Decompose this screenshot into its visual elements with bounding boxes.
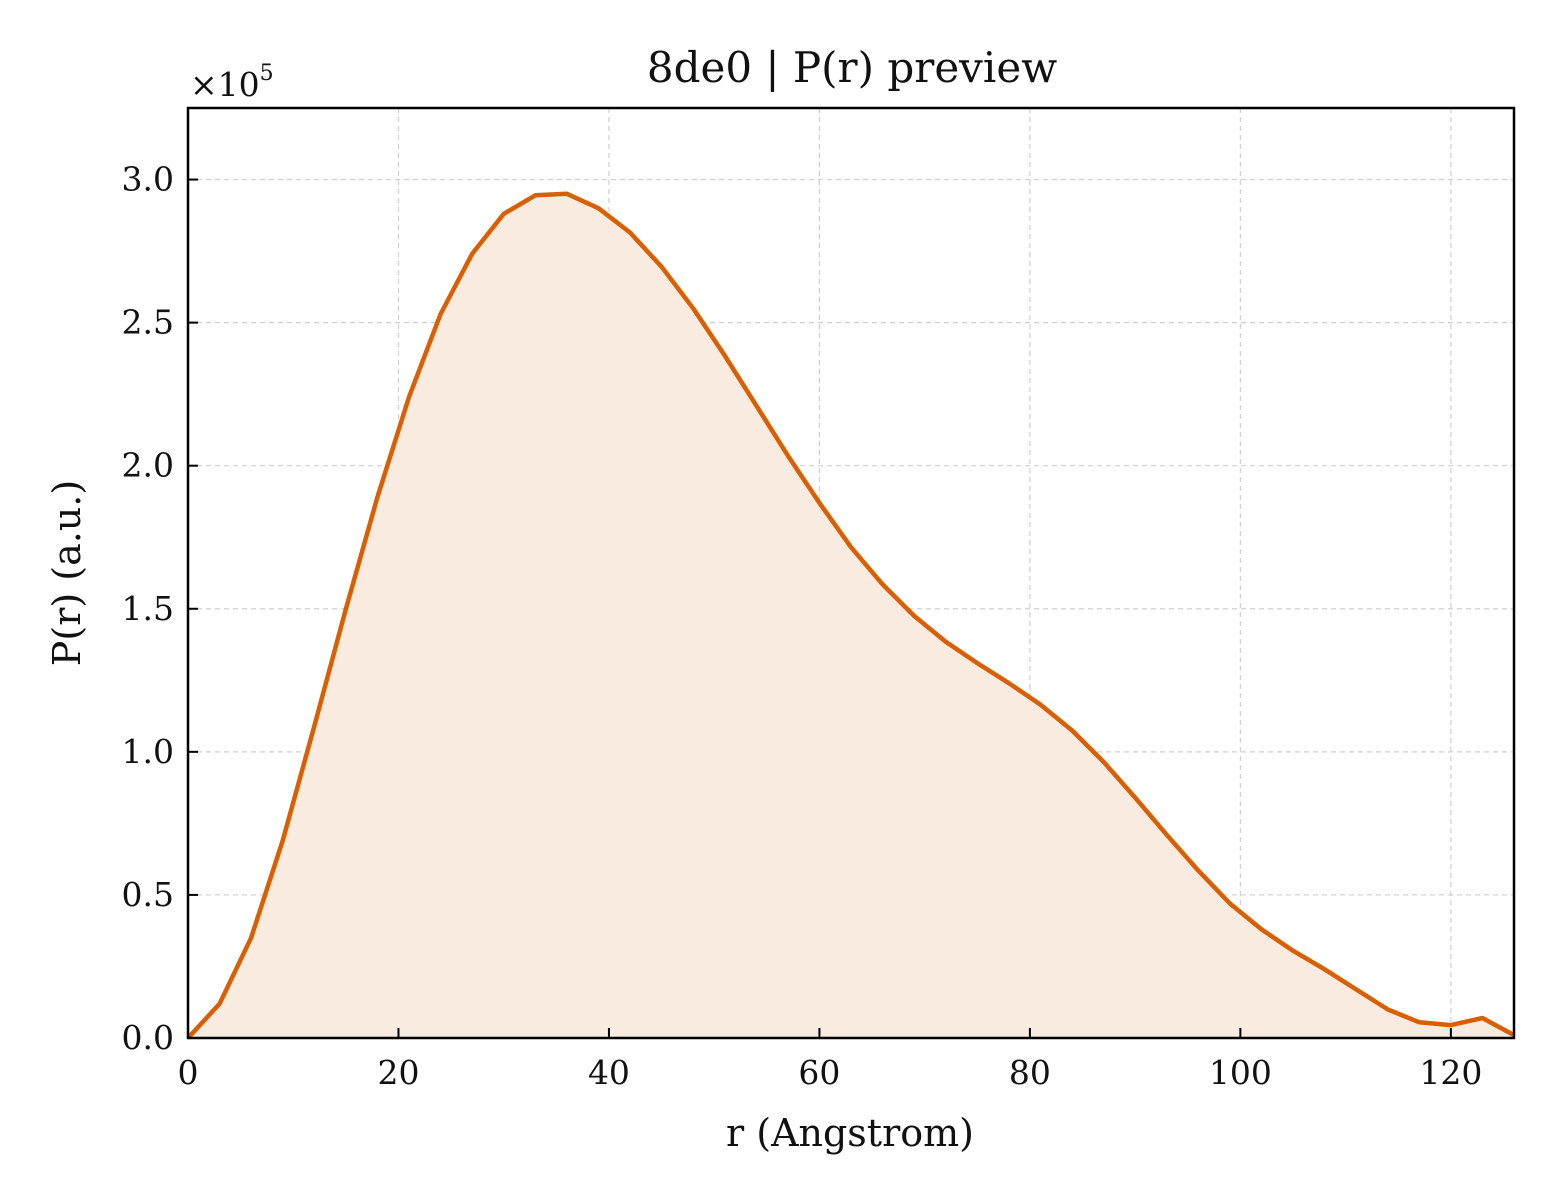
x-tick-label: 120	[1419, 1053, 1482, 1092]
y-tick-label: 3.0	[122, 160, 174, 199]
x-tick-label: 100	[1209, 1053, 1272, 1092]
x-axis-ticks: 0 20 40 60 80 100 120	[178, 1028, 1482, 1092]
x-tick-label: 20	[377, 1053, 419, 1092]
x-tick-label: 80	[1009, 1053, 1051, 1092]
x-tick-label: 0	[178, 1053, 199, 1092]
x-tick-label: 60	[798, 1053, 840, 1092]
pr-series-line	[186, 191, 1516, 1040]
y-tick-label: 1.5	[122, 589, 174, 628]
x-axis-label: r (Angstrom)	[726, 1111, 974, 1155]
y-multiplier: ×105	[190, 61, 274, 104]
y-multiplier-exponent: 5	[260, 61, 274, 86]
plot-frame	[186, 106, 1516, 1040]
y-tick-label: 2.5	[122, 303, 174, 342]
y-multiplier-base: ×10	[190, 65, 260, 104]
y-axis-ticks: 0.0 0.5 1.0 1.5 2.0 2.5 3.0	[122, 160, 198, 1057]
chart-title: 8de0 | P(r) preview	[647, 43, 1057, 92]
pr-area-fill	[188, 193, 1514, 1039]
y-tick-label: 1.0	[122, 732, 174, 771]
y-tick-label: 0.5	[122, 875, 174, 914]
y-axis-label: P(r) (a.u.)	[45, 480, 89, 666]
y-tick-label: 2.0	[122, 446, 174, 485]
x-tick-label: 40	[588, 1053, 630, 1092]
y-tick-label: 0.0	[122, 1018, 174, 1057]
